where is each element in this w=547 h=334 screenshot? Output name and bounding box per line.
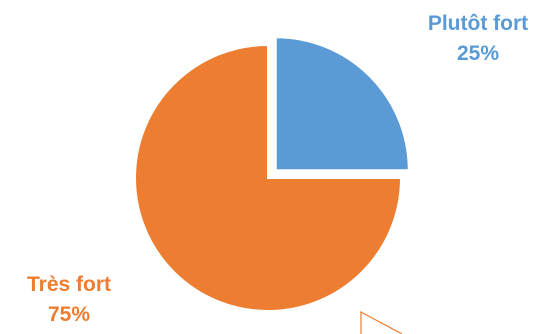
pie-slice-plut-t-fort <box>274 36 410 172</box>
slice-category-label: Très fort <box>27 273 111 296</box>
pie-slice-tr-s-fort <box>134 43 403 312</box>
slice-label: Très fort 75% <box>27 273 111 326</box>
pie-slices <box>134 36 410 312</box>
pie-labels: Plutôt fort 25% Très fort 75% <box>27 12 528 326</box>
slice-value-label: 25% <box>457 42 499 65</box>
callout-line <box>360 310 403 334</box>
slice-category-label: Plutôt fort <box>428 12 528 35</box>
slice-label: Plutôt fort 25% <box>428 12 528 65</box>
slice-value-label: 75% <box>48 303 90 326</box>
